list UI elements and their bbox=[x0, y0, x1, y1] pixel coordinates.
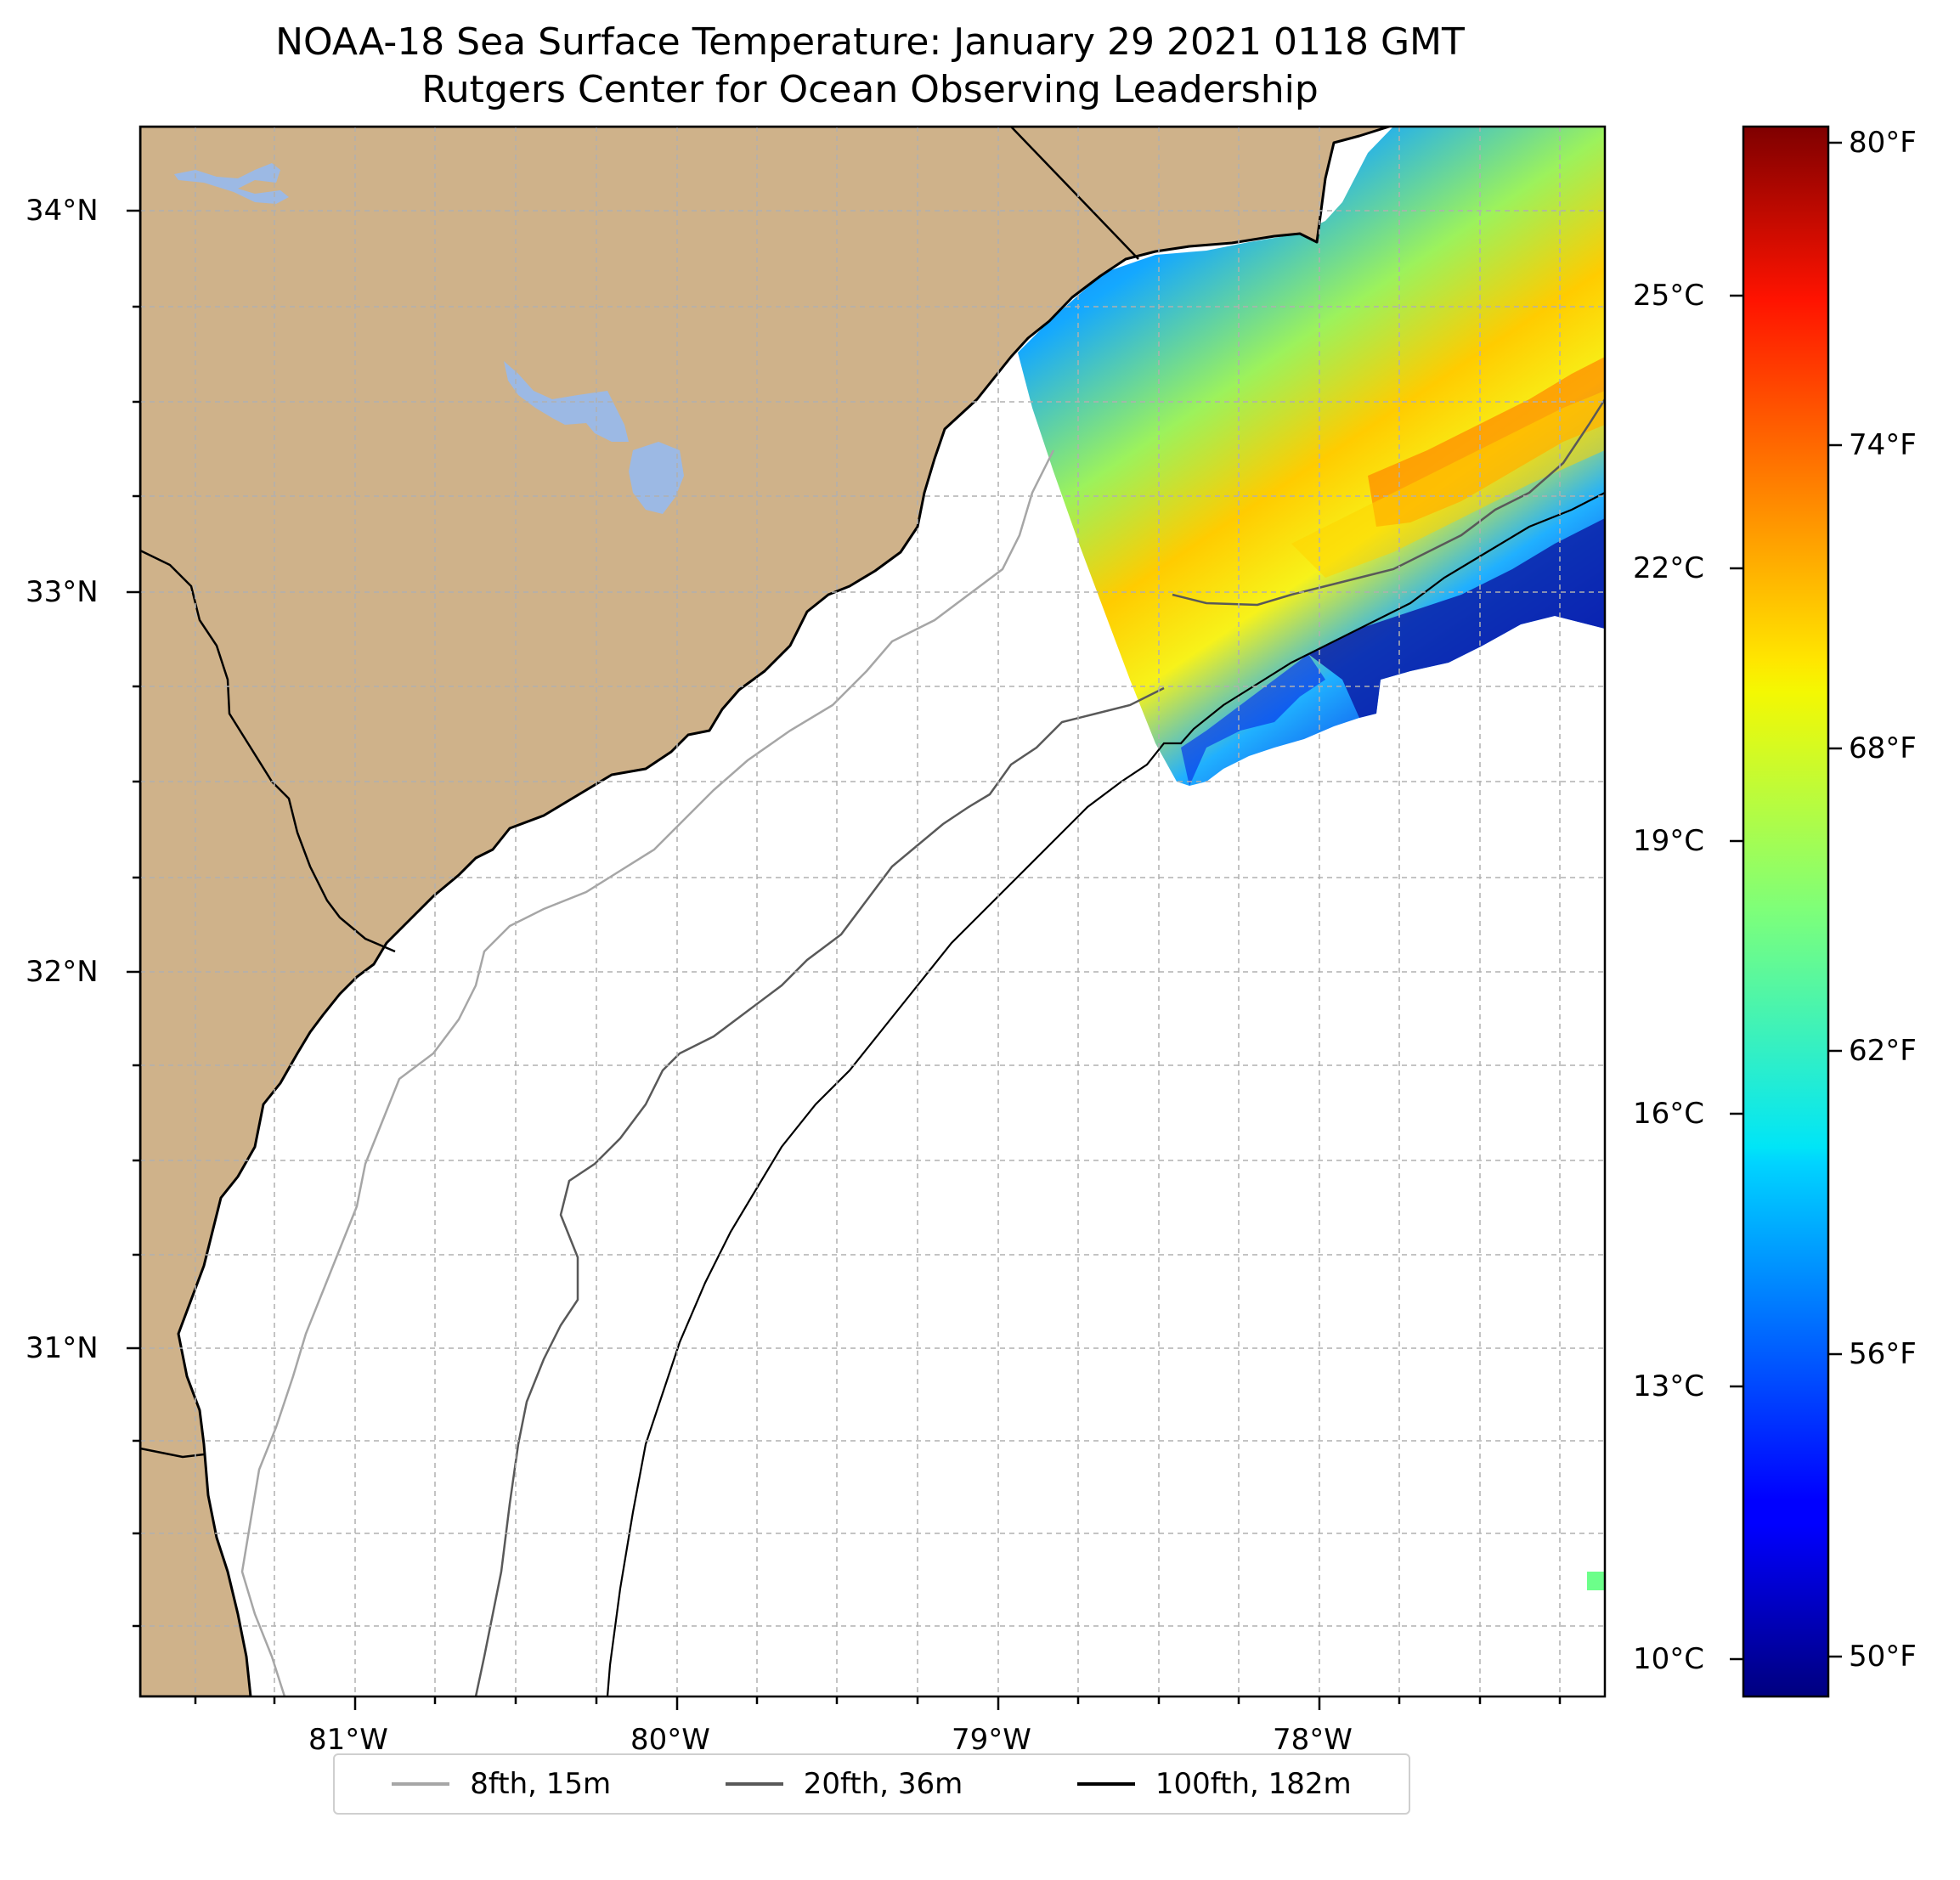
map-frame bbox=[138, 125, 1607, 1698]
colorbar-fahrenheit-label: 56°F bbox=[1849, 1337, 1917, 1371]
legend-item-100fth: 100fth, 182m bbox=[1076, 1767, 1352, 1801]
lon-tick-label: 78°W bbox=[1273, 1723, 1353, 1757]
colorbar-celsius-label: 22°C bbox=[1633, 551, 1705, 585]
colorbar-celsius-label: 13°C bbox=[1633, 1369, 1705, 1403]
lon-tick-label: 79°W bbox=[952, 1723, 1031, 1757]
legend-line-swatch bbox=[725, 1782, 783, 1786]
map-title: NOAA-18 Sea Surface Temperature: January… bbox=[0, 19, 1740, 114]
title-line-2: Rutgers Center for Ocean Observing Leade… bbox=[421, 68, 1319, 111]
lat-ticks bbox=[127, 209, 140, 1628]
state-boundary-ga-fl bbox=[140, 1447, 205, 1459]
gridlines bbox=[140, 127, 1605, 1697]
legend-item-8fth: 8fth, 15m bbox=[392, 1767, 611, 1801]
colorbar-celsius-label: 25°C bbox=[1633, 279, 1705, 313]
colorbar-ticks bbox=[1730, 141, 1842, 1661]
lat-tick-label: 31°N bbox=[25, 1331, 99, 1365]
colorbar-fahrenheit-label: 50°F bbox=[1849, 1640, 1917, 1674]
lake-north bbox=[174, 163, 289, 204]
colorbar-fahrenheit-label: 68°F bbox=[1849, 731, 1917, 765]
lon-ticks bbox=[194, 1697, 1562, 1710]
legend-label: 100fth, 182m bbox=[1155, 1767, 1352, 1801]
colorbar-fahrenheit-label: 80°F bbox=[1849, 126, 1917, 160]
lake-moultrie bbox=[629, 442, 684, 514]
sst-warm-fringe bbox=[1291, 391, 1605, 578]
title-line-1: NOAA-18 Sea Surface Temperature: January… bbox=[275, 20, 1465, 64]
legend-label: 20fth, 36m bbox=[803, 1767, 963, 1801]
land-mass bbox=[140, 127, 1391, 1697]
lon-tick-label: 80°W bbox=[630, 1723, 710, 1757]
colorbar-celsius-label: 10°C bbox=[1633, 1642, 1705, 1676]
colorbar-fahrenheit-label: 62°F bbox=[1849, 1034, 1917, 1068]
lat-tick-label: 33°N bbox=[25, 575, 99, 609]
sst-cold-edge bbox=[1181, 654, 1325, 786]
isobath-20fth bbox=[474, 398, 1605, 1697]
lat-tick-label: 34°N bbox=[25, 194, 99, 228]
lat-tick-label: 32°N bbox=[25, 955, 99, 989]
colorbar bbox=[1742, 125, 1830, 1698]
legend-line-swatch bbox=[392, 1782, 450, 1786]
colorbar-celsius-label: 16°C bbox=[1633, 1097, 1705, 1131]
legend-label: 8fth, 15m bbox=[470, 1767, 612, 1801]
lake-marion-moultrie bbox=[504, 361, 629, 442]
colorbar-fahrenheit-label: 74°F bbox=[1849, 428, 1917, 462]
state-boundary bbox=[1010, 127, 1139, 260]
sst-cold-patch bbox=[1308, 518, 1605, 718]
sst-green-fragment bbox=[1587, 1572, 1605, 1590]
isobath-8fth bbox=[240, 449, 1055, 1697]
lon-tick-label: 81°W bbox=[308, 1723, 388, 1757]
legend-line-swatch bbox=[1076, 1782, 1135, 1786]
legend-item-20fth: 20fth, 36m bbox=[725, 1767, 963, 1801]
isobath-legend: 8fth, 15m 20fth, 36m 100fth, 182m bbox=[333, 1753, 1410, 1815]
colorbar-celsius-label: 19°C bbox=[1633, 824, 1705, 858]
